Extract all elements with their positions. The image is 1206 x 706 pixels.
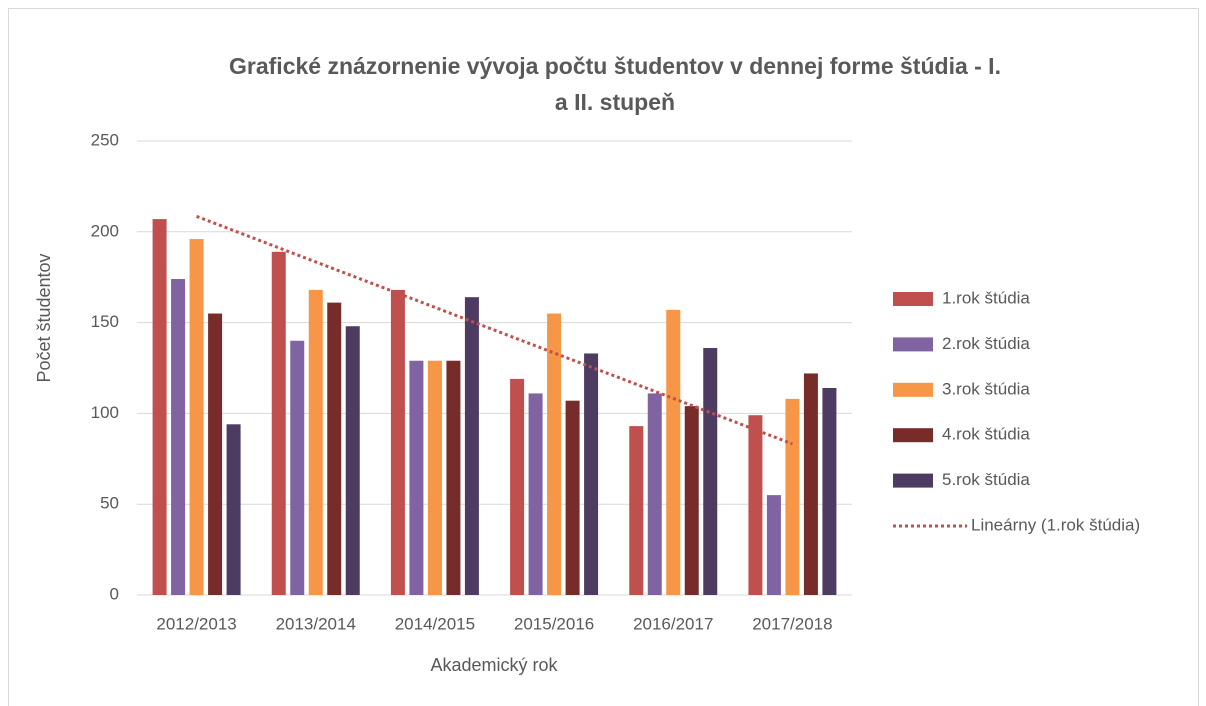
x-tick-label: 2014/2015 — [395, 614, 475, 633]
y-tick-label: 200 — [91, 221, 119, 240]
bar — [510, 378, 525, 595]
legend-label: 2.rok štúdia — [942, 334, 1030, 353]
bar — [308, 289, 323, 595]
bar — [226, 424, 241, 595]
chart-title: Grafické znázornenie vývoja počtu študen… — [229, 53, 1001, 79]
y-tick-label: 250 — [91, 130, 119, 149]
x-tick-label: 2013/2014 — [276, 614, 356, 633]
legend-label: 5.rok štúdia — [942, 470, 1030, 489]
bar — [327, 302, 342, 595]
bar — [409, 360, 424, 595]
bar — [666, 309, 681, 595]
bar — [427, 360, 442, 595]
legend-swatch — [893, 292, 933, 306]
bar — [766, 495, 781, 595]
bar — [390, 289, 405, 595]
y-tick-label: 0 — [110, 584, 119, 603]
chart-title: a II. stupeň — [555, 89, 675, 115]
x-tick-label: 2016/2017 — [633, 614, 713, 633]
bar — [290, 340, 305, 595]
bar — [208, 313, 223, 595]
legend-label: 1.rok štúdia — [942, 288, 1030, 307]
legend-label: 3.rok štúdia — [942, 379, 1030, 398]
bar — [584, 353, 599, 595]
legend-swatch — [893, 337, 933, 352]
bar — [271, 251, 286, 595]
x-tick-label: 2015/2016 — [514, 614, 594, 633]
bar — [803, 373, 818, 595]
bar — [647, 393, 662, 595]
bar — [189, 239, 204, 595]
legend-swatch — [893, 382, 933, 397]
bar — [528, 393, 543, 595]
bar — [152, 219, 167, 595]
x-tick-label: 2012/2013 — [156, 614, 236, 633]
bar — [171, 279, 186, 595]
x-tick-label: 2017/2018 — [752, 614, 832, 633]
legend-label: 4.rok štúdia — [942, 425, 1030, 444]
bar — [629, 426, 644, 595]
bar — [748, 415, 763, 595]
trendline — [196, 214, 793, 446]
chart-border — [8, 8, 1199, 706]
bar — [684, 406, 699, 595]
legend-swatch — [893, 473, 933, 488]
y-tick-label: 100 — [91, 403, 119, 422]
y-axis-label: Počet študentov — [34, 253, 54, 382]
y-tick-label: 150 — [91, 312, 119, 331]
bar — [464, 297, 479, 595]
bar — [345, 326, 360, 595]
bar — [446, 360, 461, 595]
bar — [565, 400, 580, 595]
legend-swatch — [893, 428, 933, 443]
y-tick-label: 50 — [100, 494, 119, 513]
bar — [822, 387, 837, 595]
x-axis-label: Akademický rok — [430, 655, 558, 675]
bar — [547, 313, 562, 595]
bar — [703, 348, 718, 595]
bar — [785, 398, 800, 595]
legend-label: Lineárny (1.rok štúdia) — [971, 515, 1140, 534]
